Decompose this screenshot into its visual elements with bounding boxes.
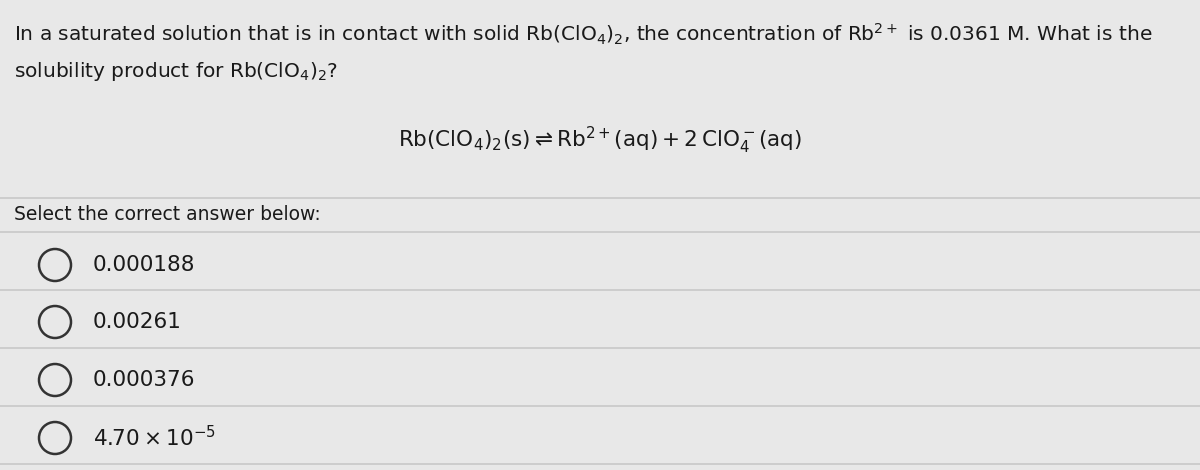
Text: 0.00261: 0.00261	[94, 312, 182, 332]
Text: $\mathrm{Rb(ClO_4)_2(s) \rightleftharpoons Rb^{2+}(aq) + 2\,ClO_4^-(aq)}$: $\mathrm{Rb(ClO_4)_2(s) \rightleftharpoo…	[398, 125, 802, 156]
Text: 0.000376: 0.000376	[94, 370, 196, 390]
Text: Select the correct answer below:: Select the correct answer below:	[14, 205, 320, 224]
Text: In a saturated solution that is in contact with solid $\mathrm{Rb(ClO_4)_2}$, th: In a saturated solution that is in conta…	[14, 22, 1152, 47]
Text: 0.000188: 0.000188	[94, 255, 196, 275]
Text: solubility product for $\mathrm{Rb(ClO_4)_2}$?: solubility product for $\mathrm{Rb(ClO_4…	[14, 60, 338, 83]
Text: $4.70 \times 10^{-5}$: $4.70 \times 10^{-5}$	[94, 425, 216, 451]
